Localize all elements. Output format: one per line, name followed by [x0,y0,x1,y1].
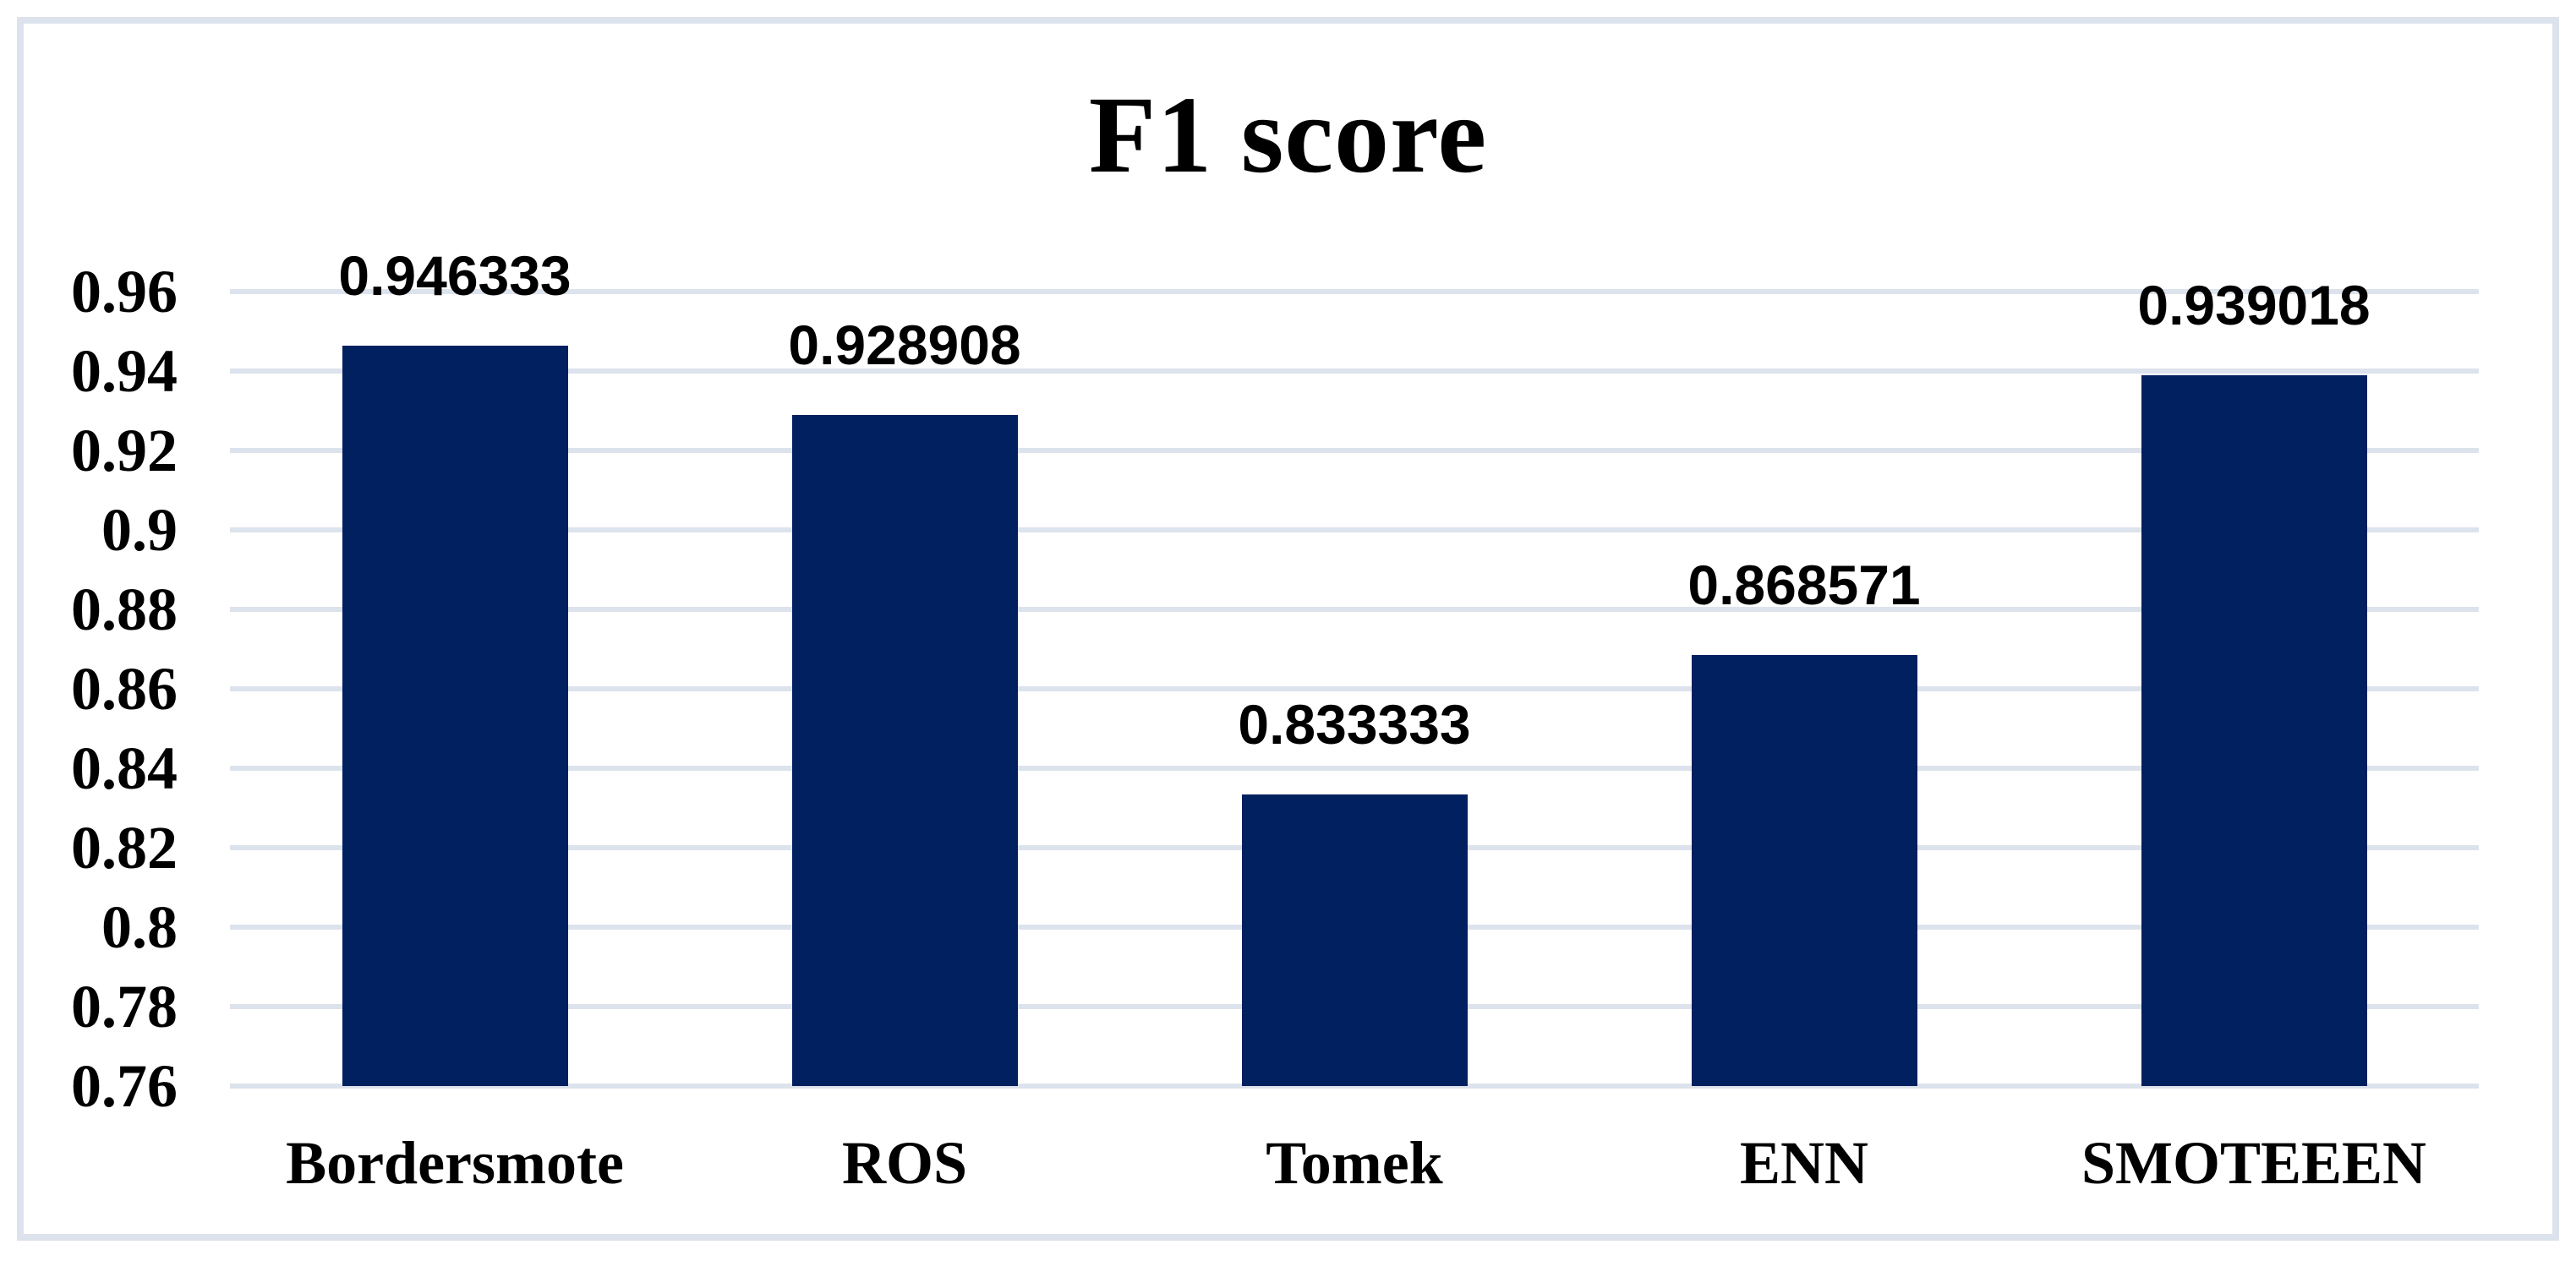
chart-title: F1 score [1088,74,1488,196]
gridline [230,607,2479,612]
x-category-label: Bordersmote [286,1129,624,1197]
x-category-label: SMOTEEEN [2081,1129,2427,1197]
bar-bordersmote [342,346,568,1086]
figure-border [17,17,2559,1241]
gridline [230,686,2479,691]
y-tick-label: 0.96 [71,258,178,325]
value-label: 0.928908 [788,314,1021,377]
gridline [230,766,2479,771]
y-tick-label: 0.9 [101,496,178,564]
value-label: 0.833333 [1238,693,1471,756]
gridline [230,448,2479,453]
y-tick-label: 0.86 [71,655,178,723]
gridline [230,527,2479,532]
y-tick-label: 0.82 [71,814,178,882]
x-category-label: ENN [1739,1129,1869,1197]
y-tick-label: 0.8 [101,893,178,961]
y-tick-label: 0.92 [71,417,178,484]
bar-ros [791,415,1018,1086]
y-tick-label: 0.76 [71,1052,178,1120]
y-tick-label: 0.84 [71,734,178,802]
y-tick-label: 0.94 [71,337,178,405]
x-category-label: ROS [841,1129,968,1197]
value-label: 0.946333 [338,244,572,308]
y-tick-label: 0.78 [71,973,178,1040]
bar-tomek [1241,794,1468,1086]
gridline [230,368,2479,374]
gridline [230,1084,2479,1089]
y-tick-label: 0.88 [71,576,178,643]
x-category-label: Tomek [1266,1129,1443,1197]
value-label: 0.939018 [2137,273,2371,336]
bar-smoteeen [2141,374,2367,1086]
plot-area [230,289,2479,1089]
value-label: 0.868571 [1687,553,1921,616]
bar-enn [1691,654,1917,1086]
gridline [230,289,2479,294]
